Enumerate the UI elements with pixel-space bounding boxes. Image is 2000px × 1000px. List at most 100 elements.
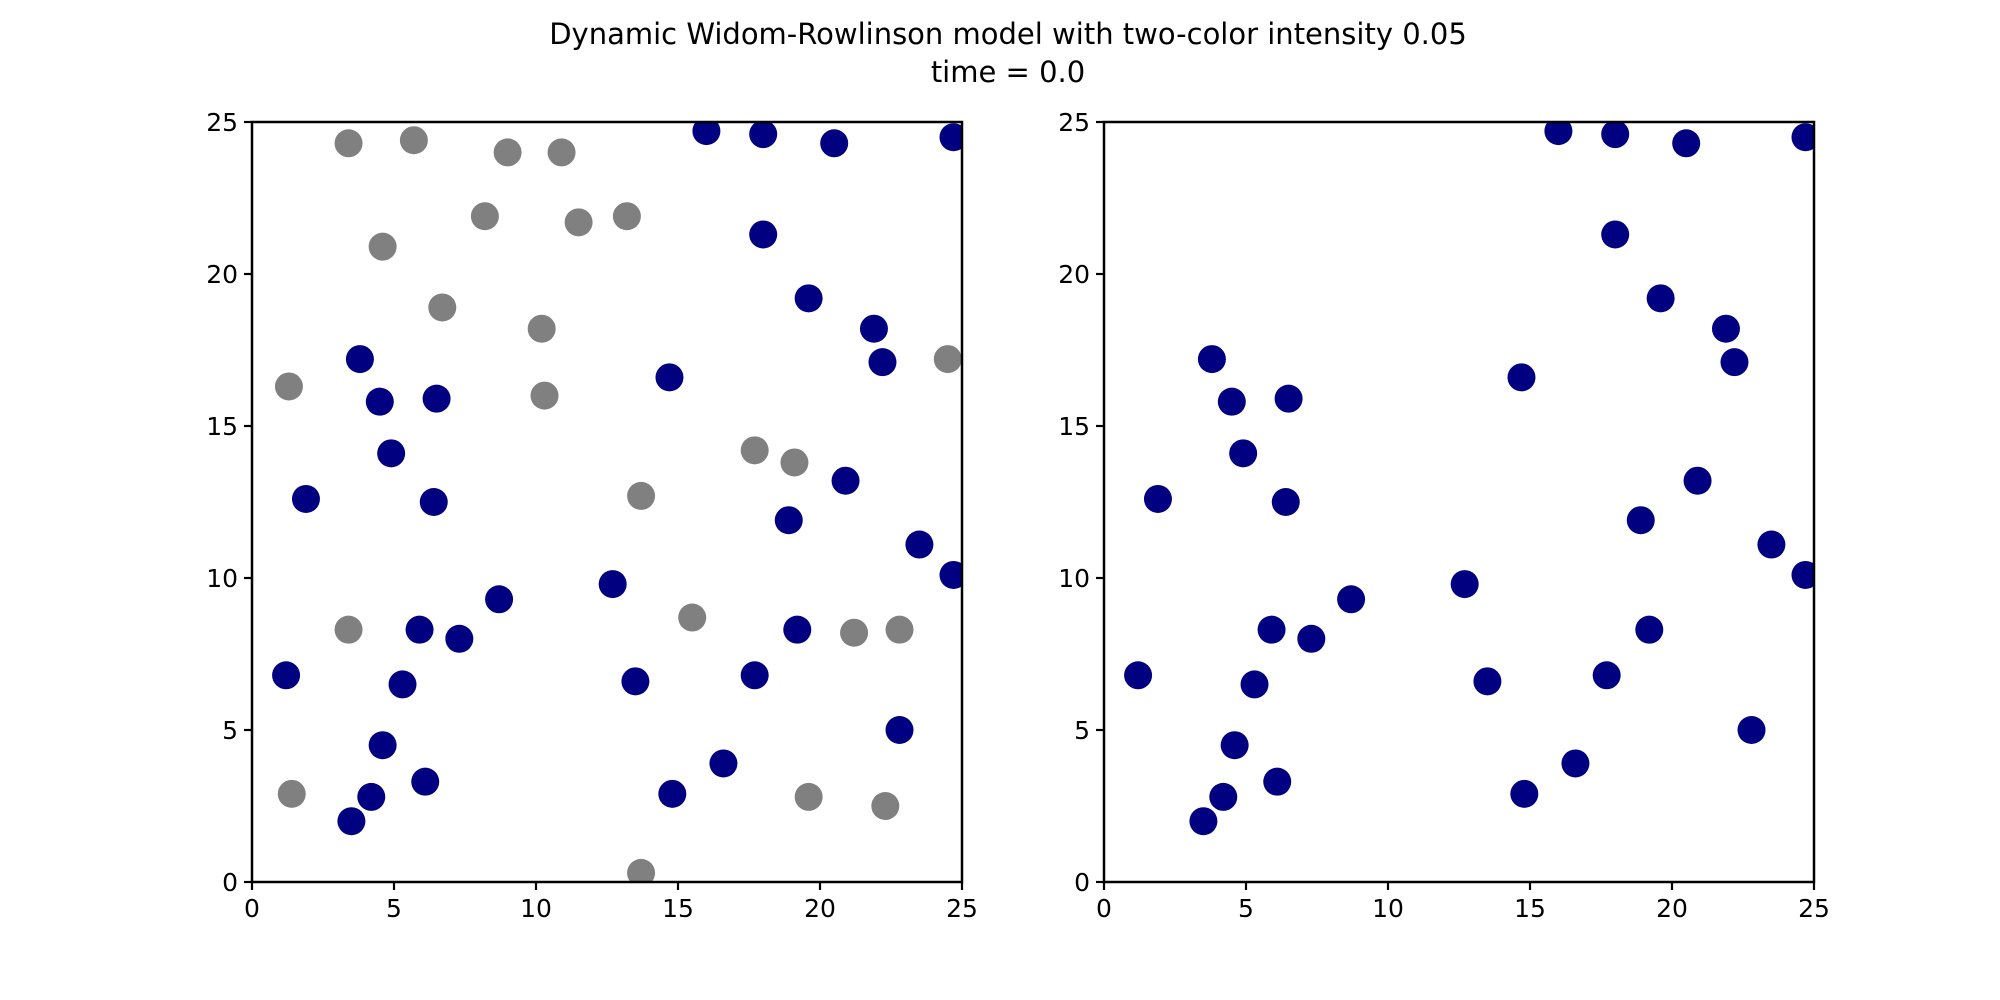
left-point-series-1 bbox=[345, 345, 374, 374]
left-y-tick-label: 15 bbox=[206, 412, 238, 441]
right-point-series-1 bbox=[1124, 661, 1153, 690]
left-y-tick-label: 25 bbox=[206, 108, 238, 137]
left-point-series-2 bbox=[368, 232, 397, 261]
left-point-series-1 bbox=[905, 530, 934, 559]
right-point-series-1 bbox=[1450, 570, 1479, 599]
left-x-tick-label: 10 bbox=[520, 894, 552, 923]
right-point-series-1 bbox=[1197, 345, 1226, 374]
left-point-series-2 bbox=[627, 858, 656, 882]
right-point-series-1 bbox=[1337, 585, 1366, 614]
left-point-series-2 bbox=[470, 202, 499, 231]
left-point-series-1 bbox=[749, 122, 778, 149]
left-point-series-1 bbox=[885, 716, 914, 744]
right-point-series-1 bbox=[1544, 122, 1573, 146]
right-x-tick-label: 25 bbox=[1798, 894, 1830, 923]
right-point-series-1 bbox=[1189, 807, 1218, 836]
right-point-series-1 bbox=[1757, 530, 1786, 559]
left-point-series-2 bbox=[334, 129, 363, 158]
left-x-tick-label: 20 bbox=[804, 894, 836, 923]
left-point-series-1 bbox=[422, 384, 451, 413]
left-point-series-2 bbox=[612, 202, 641, 231]
right-point-series-1 bbox=[1791, 560, 1814, 589]
left-point-series-1 bbox=[868, 348, 897, 377]
left-markers bbox=[272, 122, 962, 882]
right-point-series-1 bbox=[1592, 661, 1621, 690]
right-x-tick-label: 15 bbox=[1514, 894, 1546, 923]
left-point-series-1 bbox=[368, 731, 397, 760]
right-point-series-1 bbox=[1257, 615, 1286, 644]
right-point-series-1 bbox=[1209, 782, 1238, 811]
left-point-series-1 bbox=[692, 122, 721, 146]
right-x-tick-label: 0 bbox=[1096, 894, 1112, 923]
right-y-tick-label: 0 bbox=[1074, 868, 1090, 897]
left-point-series-1 bbox=[411, 767, 440, 796]
right-axes-frame bbox=[1102, 120, 1816, 884]
right-point-series-1 bbox=[1274, 384, 1303, 413]
left-y-tick-label: 5 bbox=[222, 716, 238, 745]
left-point-series-1 bbox=[388, 670, 417, 699]
left-y-tick-label: 10 bbox=[206, 564, 238, 593]
right-x-tick-label: 20 bbox=[1656, 894, 1688, 923]
left-point-series-2 bbox=[627, 481, 656, 510]
left-y-tick-label: 20 bbox=[206, 260, 238, 289]
left-point-series-1 bbox=[357, 782, 386, 811]
left-point-series-1 bbox=[740, 661, 769, 690]
right-point-series-1 bbox=[1601, 122, 1630, 149]
left-x-tick-label: 25 bbox=[946, 894, 978, 923]
left-point-series-1 bbox=[419, 488, 448, 516]
right-point-series-1 bbox=[1229, 439, 1258, 468]
left-axes-frame bbox=[250, 120, 964, 884]
right-point-series-1 bbox=[1561, 749, 1590, 778]
right-point-series-1 bbox=[1220, 731, 1249, 760]
right-point-series-1 bbox=[1297, 624, 1326, 653]
left-point-series-1 bbox=[709, 749, 738, 778]
left-point-series-1 bbox=[749, 220, 778, 249]
left-point-series-1 bbox=[445, 624, 474, 653]
right-point-series-1 bbox=[1510, 779, 1539, 808]
left-point-series-2 bbox=[678, 603, 707, 632]
left-point-series-2 bbox=[840, 618, 869, 647]
left-point-series-1 bbox=[939, 123, 962, 152]
right-point-series-1 bbox=[1263, 767, 1292, 796]
left-point-series-2 bbox=[794, 782, 823, 811]
left-point-series-2 bbox=[530, 381, 559, 410]
left-point-series-2 bbox=[885, 615, 914, 644]
figure-subtitle-time: time = 0.0 bbox=[931, 55, 1085, 89]
left-point-series-1 bbox=[291, 484, 320, 513]
left-scatter-panel: 0 5 10 15 20 25 0 5 10 15 20 25 bbox=[206, 108, 978, 923]
right-point-series-1 bbox=[1507, 363, 1536, 392]
right-point-series-1 bbox=[1791, 123, 1814, 152]
left-x-tick-label: 15 bbox=[662, 894, 694, 923]
figure-title: Dynamic Widom-Rowlinson model with two-c… bbox=[549, 17, 1467, 51]
left-point-series-2 bbox=[564, 208, 593, 237]
left-point-series-2 bbox=[740, 436, 769, 465]
right-point-series-1 bbox=[1473, 667, 1502, 696]
right-y-tick-label: 10 bbox=[1058, 564, 1090, 593]
left-point-series-1 bbox=[598, 570, 627, 599]
right-scatter-panel: 0 5 10 15 20 25 0 5 10 15 20 25 bbox=[1058, 108, 1830, 923]
left-point-series-2 bbox=[493, 138, 522, 167]
left-point-series-2 bbox=[428, 293, 457, 322]
left-point-series-1 bbox=[272, 661, 301, 690]
left-point-series-2 bbox=[780, 448, 809, 477]
left-point-series-1 bbox=[485, 585, 514, 614]
left-point-series-1 bbox=[820, 129, 849, 158]
right-x-tick-label: 10 bbox=[1372, 894, 1404, 923]
left-point-series-1 bbox=[774, 506, 803, 535]
right-x-tick-label: 5 bbox=[1238, 894, 1254, 923]
right-point-series-1 bbox=[1683, 466, 1712, 495]
left-point-series-2 bbox=[933, 345, 962, 374]
right-y-tick-label: 20 bbox=[1058, 260, 1090, 289]
right-point-series-1 bbox=[1737, 716, 1766, 744]
right-y-tick-label: 15 bbox=[1058, 412, 1090, 441]
left-point-series-2 bbox=[274, 372, 303, 401]
left-point-series-1 bbox=[658, 779, 687, 808]
left-x-tick-label: 0 bbox=[244, 894, 260, 923]
left-point-series-2 bbox=[871, 792, 900, 820]
left-point-series-1 bbox=[377, 439, 406, 468]
left-point-series-1 bbox=[859, 314, 888, 343]
left-point-series-1 bbox=[831, 466, 860, 495]
right-point-series-1 bbox=[1626, 506, 1655, 535]
right-y-tick-label: 5 bbox=[1074, 716, 1090, 745]
